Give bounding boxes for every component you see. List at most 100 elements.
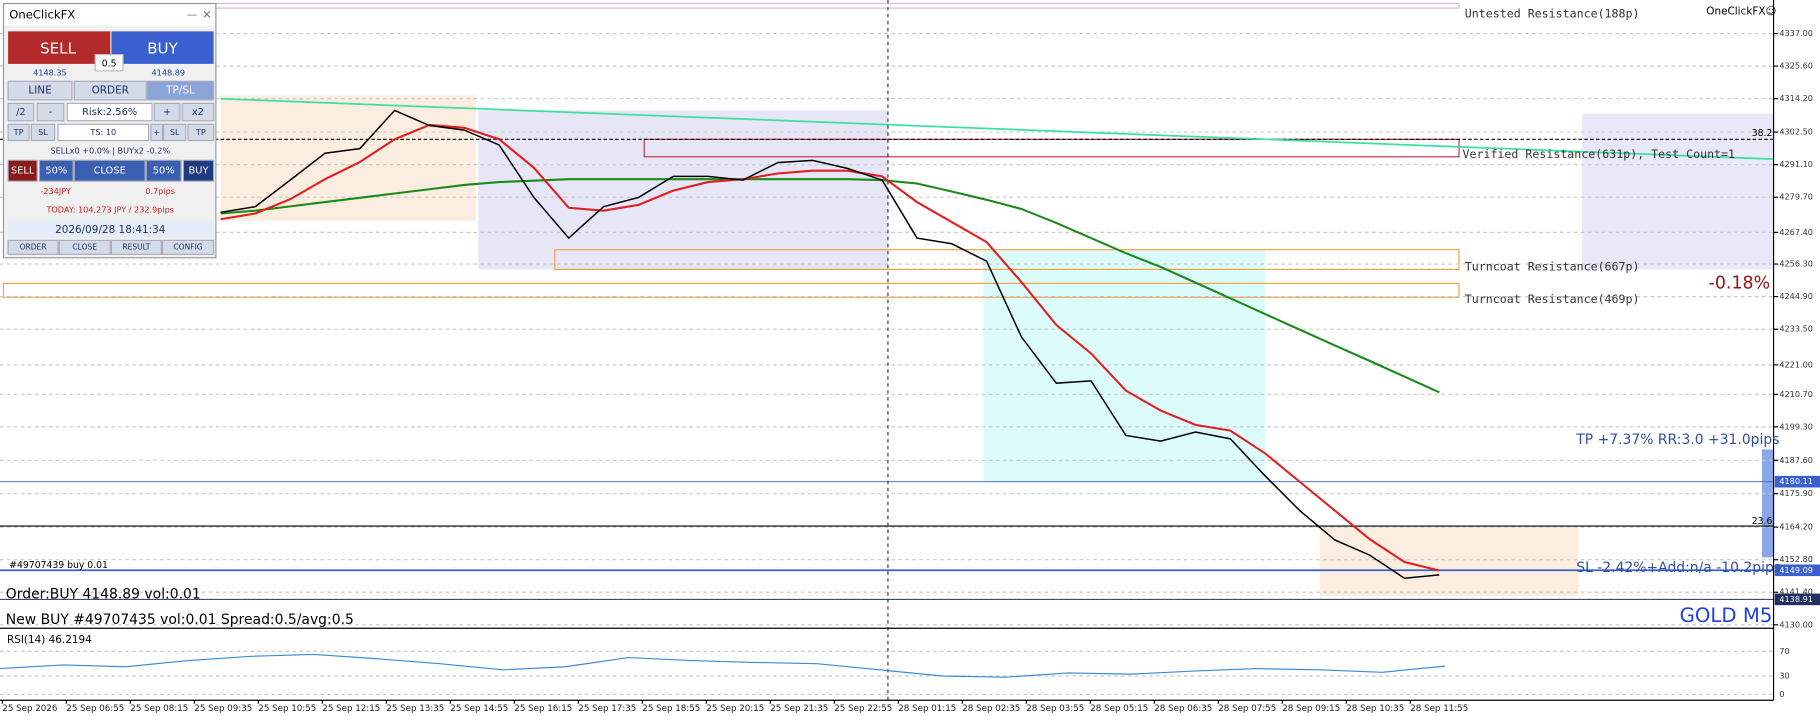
fib-label: 38.2	[1752, 128, 1773, 139]
ts_row-label: +	[153, 127, 160, 137]
fib-label: 23.6	[1752, 516, 1773, 527]
sl-label: SL -2.42%+Add:n/a -10.2pips	[1576, 560, 1781, 576]
sell-label: SELL	[40, 39, 76, 57]
ts_row-button[interactable]	[150, 123, 164, 142]
time-label: 25 Sep 18:55	[642, 704, 700, 714]
rsi-label: RSI(14) 46.2194	[7, 634, 92, 646]
brand: OneClickFX☺	[1706, 6, 1776, 18]
time-label: 28 Sep 01:15	[898, 704, 956, 714]
time-label: 28 Sep 09:15	[1282, 704, 1340, 714]
time-label: 25 Sep 13:35	[386, 704, 444, 714]
price-tick-label: 4244.90	[1779, 291, 1813, 301]
tabs-button[interactable]	[7, 80, 73, 101]
risk_row-button[interactable]	[181, 102, 215, 122]
level-label: 4149.09	[1779, 565, 1813, 575]
price-tick-label: 4210.70	[1779, 389, 1813, 399]
price-tick-label: 4164.20	[1779, 522, 1813, 532]
zone	[220, 95, 476, 221]
time-label: 25 Sep 06:55	[66, 704, 124, 714]
price-tick-label: 4325.60	[1779, 61, 1813, 71]
ticket: #49707439 buy 0.01	[9, 560, 108, 571]
symbol: GOLD M5	[1680, 604, 1773, 627]
footer-label: CLOSE	[72, 242, 97, 251]
price-tick-label: 4130.00	[1779, 619, 1813, 629]
profit: -234JPY	[40, 186, 71, 196]
zone	[983, 249, 1266, 482]
buy-label: BUY	[147, 39, 178, 57]
level-label: 4138.91	[1779, 594, 1813, 604]
time-label: 25 Sep 10:55	[258, 704, 316, 714]
change: -0.18%	[1709, 273, 1771, 293]
time-label: 28 Sep 05:15	[1090, 704, 1148, 714]
close_row-button[interactable]	[73, 159, 146, 182]
footer-button[interactable]	[161, 239, 215, 255]
close_row-button[interactable]	[38, 159, 74, 182]
footer-button[interactable]	[58, 239, 111, 255]
tabs-button[interactable]	[73, 80, 147, 101]
sell-button[interactable]	[8, 31, 111, 64]
lot-box[interactable]	[94, 54, 124, 72]
ts_row-button[interactable]	[7, 123, 30, 142]
buy-button[interactable]	[111, 31, 214, 64]
time-label: 28 Sep 10:35	[1346, 704, 1404, 714]
ts_row-button	[57, 123, 150, 142]
ts_row-button[interactable]	[30, 123, 56, 142]
price-tick-label: 4175.90	[1779, 488, 1813, 498]
zone-label: Untested Resistance(188p)	[1465, 6, 1640, 20]
tabs-label: TP/SL	[165, 85, 195, 97]
time-label: 28 Sep 11:55	[1410, 704, 1468, 714]
footer-button[interactable]	[7, 239, 59, 255]
price-tick-label: 4314.20	[1779, 93, 1813, 103]
price-tick-label: 4187.60	[1779, 455, 1813, 465]
order-message: New BUY #49707435 vol:0.01 Spread:0.5/av…	[6, 612, 354, 628]
close_row-button[interactable]	[182, 159, 215, 182]
ts_row-label: TP	[195, 127, 206, 137]
level-label: 4180.11	[1779, 476, 1813, 486]
lot: 0.5	[102, 58, 117, 69]
ts_row-button[interactable]	[187, 123, 215, 142]
footer-label: ORDER	[20, 242, 48, 251]
risk_row-label: x2	[192, 107, 204, 118]
risk_row-button[interactable]	[36, 102, 65, 122]
time-label: 28 Sep 02:35	[962, 704, 1020, 714]
price-tick-label: 4199.30	[1779, 421, 1813, 431]
time-label: 25 Sep 16:15	[514, 704, 572, 714]
price-tick-label: 4291.10	[1779, 159, 1813, 169]
ts_row-button[interactable]	[163, 123, 187, 142]
minimize[interactable]: —	[187, 9, 197, 21]
close_row-label: BUY	[188, 166, 209, 177]
zone-box	[2, 282, 1460, 298]
zone-label: Turncoat Resistance(469p)	[1465, 292, 1640, 306]
zone-label: Verified Resistance(631p), Test Count=1	[1463, 147, 1736, 161]
rsi-tick-label: 0	[1779, 689, 1784, 699]
tp-bar	[1761, 449, 1774, 558]
bid: 4148.35	[33, 68, 67, 78]
time-label: 25 Sep 2026	[2, 704, 57, 714]
close[interactable]: ✕	[202, 8, 212, 22]
panel-titlebar	[4, 4, 215, 26]
close_row-button[interactable]	[145, 159, 182, 182]
close_row-button[interactable]	[7, 159, 38, 182]
ts_row-label: TS: 10	[89, 127, 116, 137]
level-tag	[1774, 475, 1820, 488]
price-tick-label: 4267.40	[1779, 227, 1813, 237]
tp-label: TP +7.37% RR:3.0 +31.0pips	[1575, 432, 1779, 448]
risk_row-button[interactable]	[7, 102, 35, 122]
level-tag	[1774, 593, 1820, 606]
time-label: 25 Sep 14:55	[450, 704, 508, 714]
positions: SELLx0 +0.0% | BUYx2 -0.2%	[50, 145, 170, 155]
tabs-button[interactable]	[146, 80, 215, 101]
trendline	[220, 97, 1774, 160]
risk_row-label: -	[49, 107, 53, 118]
rsi-tick-label: 70	[1779, 646, 1789, 656]
ask: 4148.89	[152, 68, 186, 78]
order-message: Order:BUY 4148.89 vol:0.01	[6, 587, 201, 603]
time-label: 25 Sep 21:35	[770, 704, 828, 714]
risk_row-button[interactable]	[153, 102, 181, 122]
price-tick-label: 4256.30	[1779, 259, 1813, 269]
time-label: 28 Sep 07:55	[1218, 704, 1276, 714]
footer-button[interactable]	[110, 239, 162, 255]
time-label: 25 Sep 20:15	[706, 704, 764, 714]
time-label: 25 Sep 12:15	[322, 704, 380, 714]
